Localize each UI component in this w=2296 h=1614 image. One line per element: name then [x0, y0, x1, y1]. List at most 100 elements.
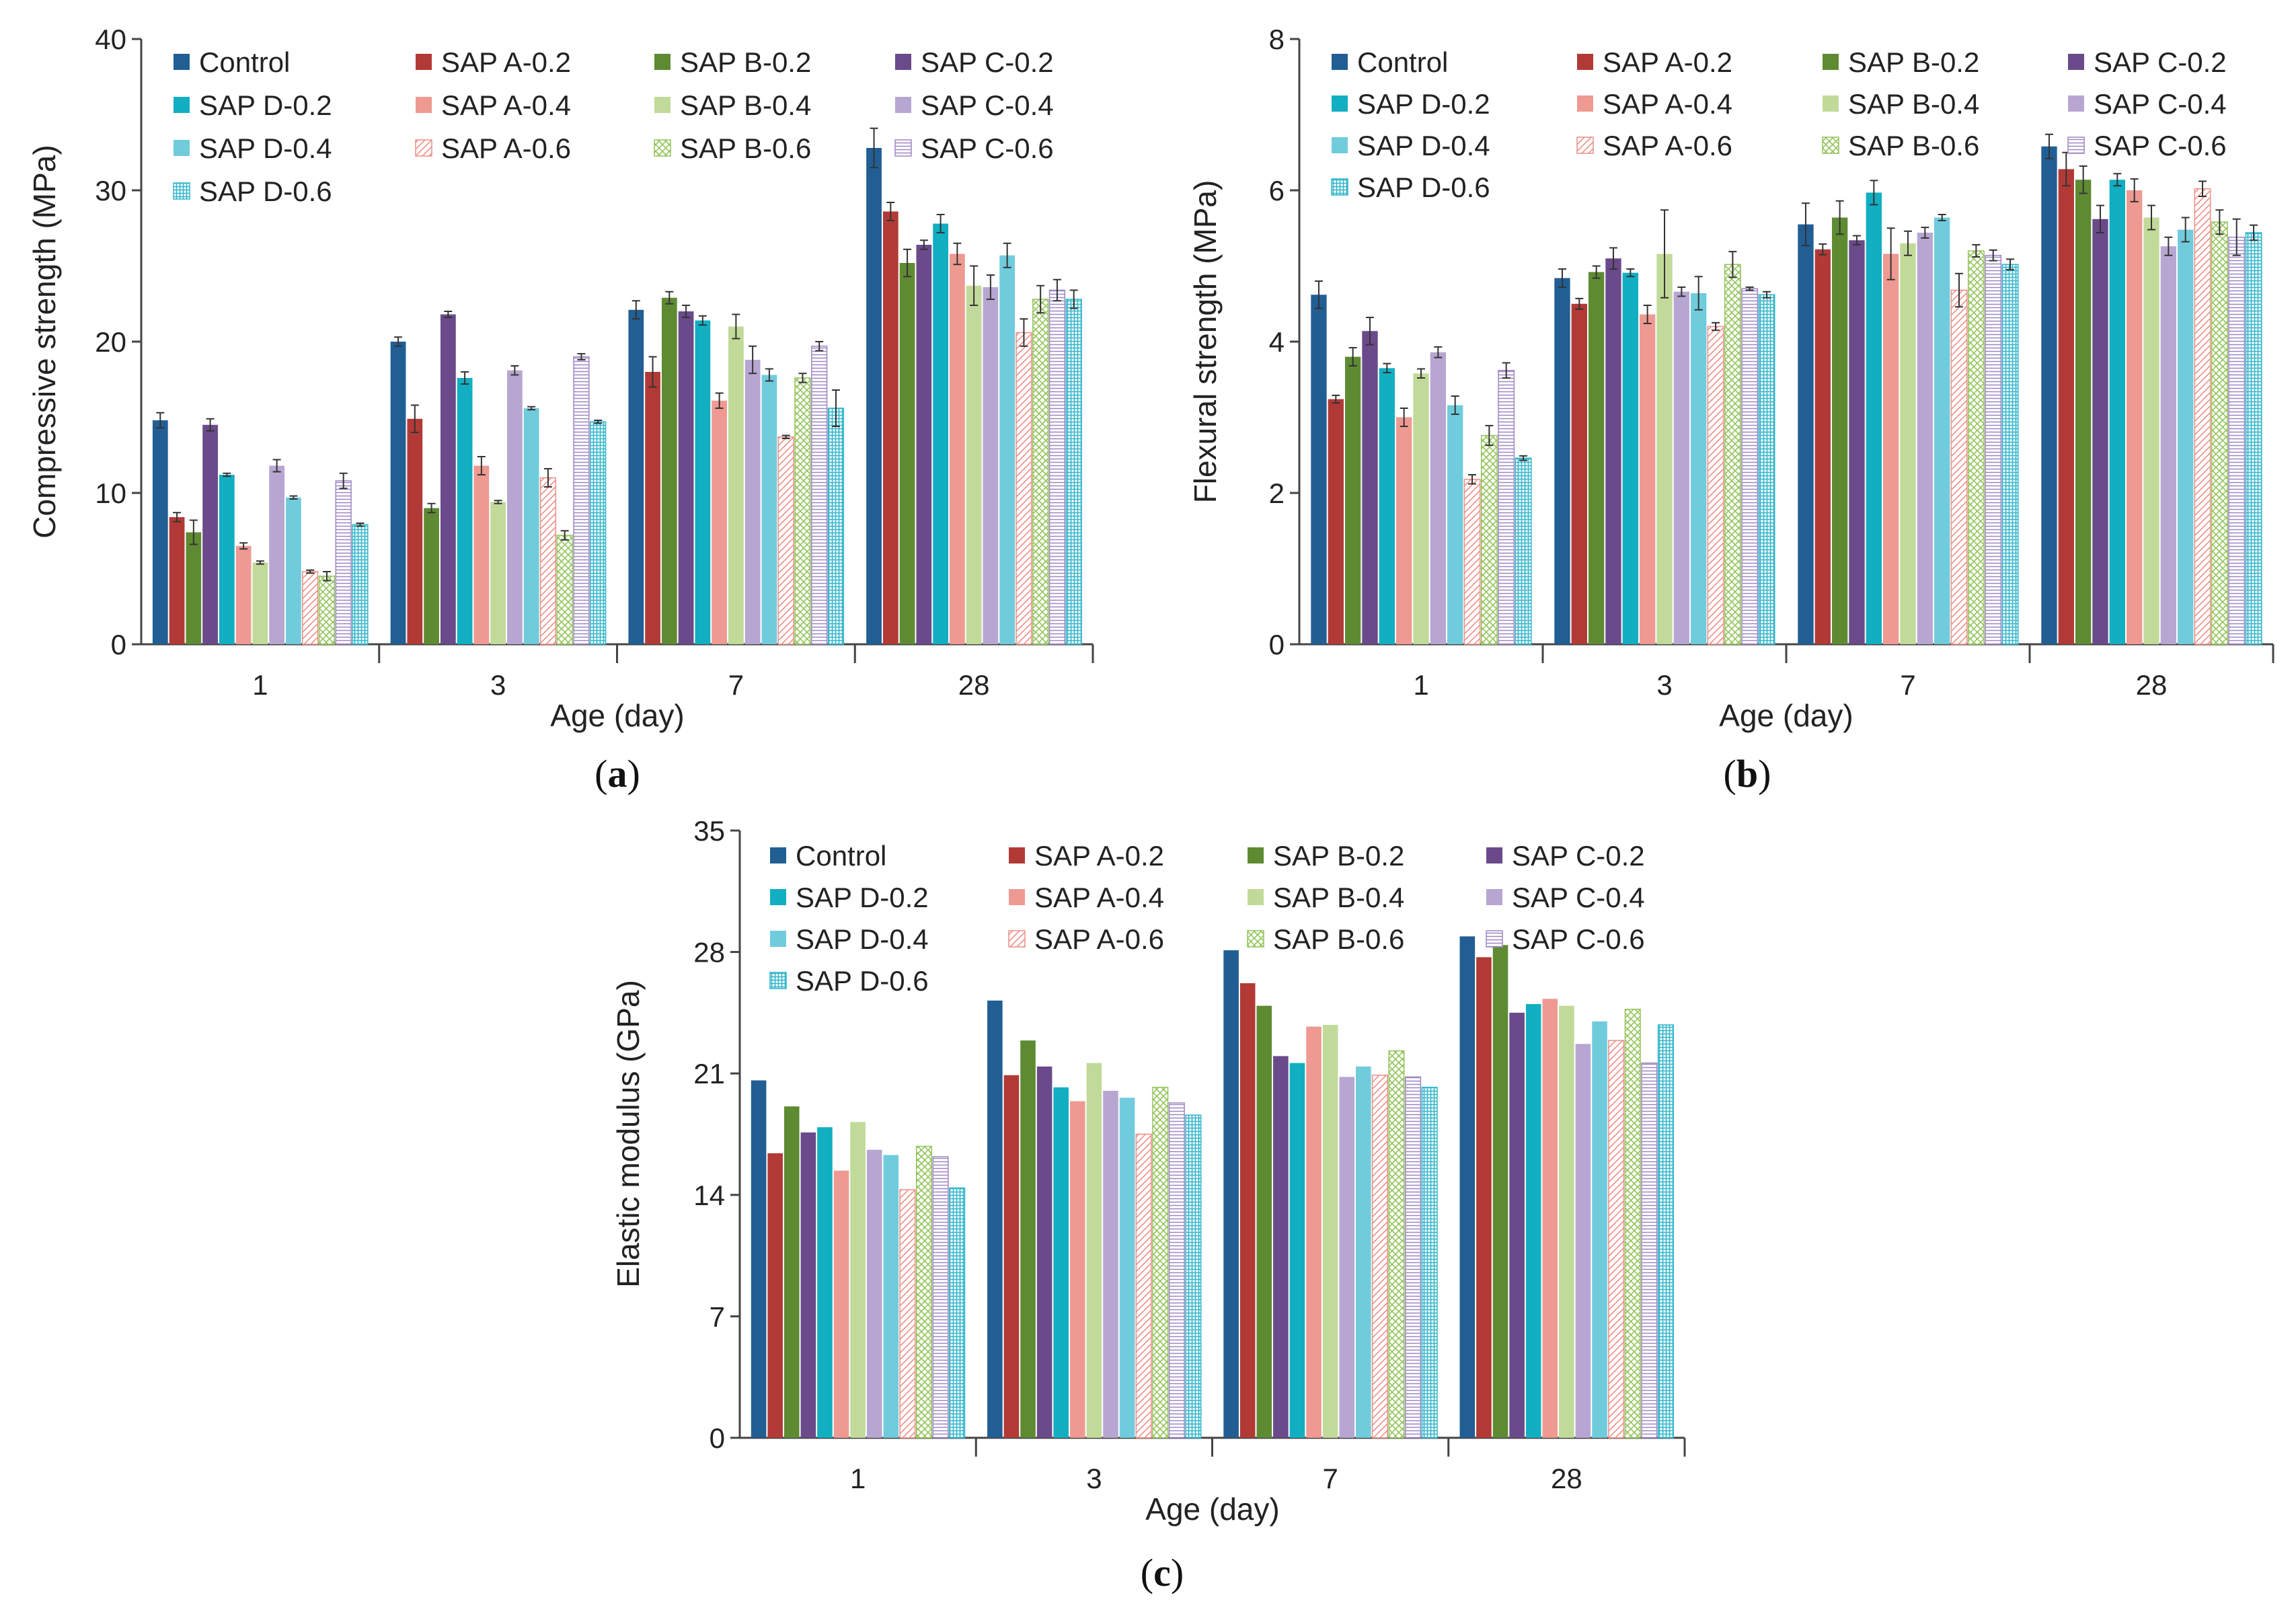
bar-sap-d-0-4-day-7 — [1356, 1066, 1371, 1438]
legend-label-control: Control — [1357, 46, 1448, 78]
bar-sap-d-0-6-day-3 — [1185, 1114, 1202, 1438]
error-bar-sap-d-0-4-day-1 — [289, 495, 298, 500]
bar-sap-d-0-4-day-28 — [999, 255, 1016, 644]
legend-label-sap-d-0-2: SAP D-0.2 — [1357, 88, 1490, 120]
panel-a-compressive-strength: 0 10 20 30 40 1 3 7 28 Control SAP A-0.2 SAP B-0.… — [27, 24, 1094, 796]
bar-control-day-7 — [1223, 950, 1239, 1438]
bar-sap-a-0-4-day-7 — [1306, 1026, 1322, 1438]
bar-sap-b-0-2-day-28 — [899, 263, 915, 644]
legend-swatch-sap-d-0-6 — [769, 972, 787, 989]
panel-caption: (a) — [595, 752, 640, 796]
legend-label-sap-b-0-6: SAP B-0.6 — [680, 132, 811, 164]
error-bar-sap-a-0-2-day-3 — [1575, 297, 1584, 310]
legend-swatch-sap-a-0-4 — [416, 97, 432, 113]
legend-swatch-sap-b-0-2 — [1248, 847, 1264, 863]
legend-swatch-sap-a-0-2 — [1009, 847, 1025, 863]
bar-sap-b-0-4-day-7 — [1900, 243, 1916, 644]
error-bar-sap-c-0-6-day-7 — [815, 341, 824, 352]
bar-sap-b-0-4-day-28 — [2143, 217, 2159, 644]
legend-swatch-control — [770, 847, 786, 863]
legend-swatch-sap-a-0-4 — [1009, 889, 1025, 905]
bar-sap-a-0-4-day-7 — [712, 400, 727, 644]
bar-sap-c-0-2-day-7 — [1849, 240, 1865, 644]
bar-sap-c-0-2-day-3 — [1036, 1066, 1053, 1438]
error-bar-sap-a-0-4-day-1 — [1400, 408, 1408, 427]
error-bar-control-day-1 — [156, 412, 165, 429]
y-tick-label: 10 — [95, 477, 126, 509]
bar-control-day-3 — [1554, 278, 1570, 644]
error-bar-sap-d-0-4-day-1 — [1451, 395, 1459, 415]
error-bar-sap-d-0-6-day-1 — [356, 523, 365, 527]
bar-sap-b-0-2-day-7 — [1256, 1005, 1272, 1438]
x-category-labels: 1 3 7 28 — [1413, 644, 2274, 701]
bar-sap-d-0-4-day-3 — [1691, 293, 1707, 644]
x-category-label: 7 — [1900, 669, 1915, 701]
bar-sap-b-0-2-day-3 — [1020, 1040, 1036, 1438]
legend-label-sap-d-0-6: SAP D-0.6 — [199, 176, 332, 207]
error-bar-sap-a-0-2-day-1 — [173, 512, 182, 523]
y-tick-label: 0 — [710, 1422, 725, 1454]
legend-swatch-sap-d-0-4 — [1332, 137, 1348, 153]
legend-label-sap-a-0-4: SAP A-0.4 — [1603, 88, 1732, 120]
error-bar-sap-d-0-6-day-28 — [1069, 289, 1078, 309]
legend-label-sap-c-0-6: SAP C-0.6 — [2094, 130, 2227, 161]
legend-swatch-sap-c-0-4 — [1486, 889, 1502, 905]
error-bar-sap-c-0-4-day-7 — [1921, 227, 1929, 239]
x-category-label: 3 — [1656, 669, 1672, 701]
bar-sap-b-0-6-day-1 — [1480, 434, 1498, 645]
y-tick-label: 35 — [693, 815, 725, 847]
bar-sap-b-0-6-day-28 — [1032, 299, 1049, 645]
legend-label-sap-d-0-4: SAP D-0.4 — [1357, 130, 1490, 161]
error-bar-sap-c-0-6-day-3 — [1745, 286, 1754, 291]
error-bar-sap-c-0-2-day-3 — [1609, 247, 1617, 270]
y-tick-label: 2 — [1269, 477, 1285, 509]
error-bar-sap-c-0-4-day-3 — [510, 365, 519, 376]
bar-sap-b-0-4-day-3 — [490, 502, 506, 644]
legend-label-control: Control — [796, 840, 886, 872]
error-bar-sap-c-0-2-day-28 — [919, 239, 928, 250]
bar-sap-b-0-6-day-1 — [318, 576, 336, 645]
bar-sap-a-0-4-day-28 — [2126, 190, 2143, 644]
error-bar-control-day-3 — [394, 336, 403, 347]
error-bar-sap-d-0-4-day-7 — [765, 368, 773, 382]
error-bar-sap-c-0-6-day-28 — [1053, 278, 1061, 302]
error-bar-sap-c-0-4-day-1 — [272, 459, 281, 473]
error-bar-sap-a-0-4-day-1 — [239, 542, 248, 550]
legend: Control SAP A-0.2 SAP B-0.2 SAP C-0.2 SAP D-… — [1331, 46, 2227, 203]
legend-label-sap-a-0-2: SAP A-0.2 — [1034, 840, 1164, 872]
legend-swatch-sap-d-0-2 — [1332, 95, 1348, 112]
bar-sap-c-0-6-day-7 — [1405, 1076, 1422, 1438]
bar-sap-b-0-6-day-28 — [2211, 221, 2228, 645]
x-category-label: 3 — [490, 669, 506, 701]
bar-sap-b-0-4-day-7 — [728, 326, 744, 644]
bar-sap-c-0-6-day-1 — [1498, 370, 1515, 645]
bar-sap-b-0-2-day-1 — [1344, 356, 1361, 644]
bar-control-day-7 — [1798, 224, 1814, 644]
bar-sap-b-0-4-day-3 — [1656, 254, 1673, 644]
bar-sap-c-0-4-day-3 — [1673, 291, 1690, 644]
error-bar-control-day-28 — [870, 127, 878, 169]
y-tick-labels: 0 7 14 21 28 35 — [693, 815, 740, 1454]
legend-label-sap-d-0-4: SAP D-0.4 — [199, 132, 332, 164]
bar-sap-d-0-2-day-1 — [1379, 368, 1395, 644]
error-bar-sap-d-0-6-day-3 — [1763, 291, 1771, 299]
legend-swatch-sap-b-0-4 — [654, 97, 671, 113]
legend-swatch-sap-c-0-6 — [2067, 137, 2085, 154]
error-bar-sap-d-0-2-day-7 — [698, 315, 707, 326]
x-category-label: 1 — [1413, 669, 1428, 701]
bar-sap-a-0-6-day-1 — [899, 1189, 916, 1438]
legend-swatch-sap-a-0-2 — [416, 54, 432, 70]
error-bar-sap-b-0-2-day-7 — [1835, 200, 1844, 235]
legend-swatch-sap-a-0-6 — [1576, 137, 1594, 154]
bar-control-day-3 — [987, 1000, 1003, 1438]
error-bar-sap-c-0-2-day-1 — [206, 418, 215, 432]
y-tick-label: 20 — [95, 326, 126, 358]
error-bar-sap-a-0-6-day-1 — [306, 569, 315, 574]
bar-sap-c-0-6-day-1 — [932, 1156, 949, 1438]
bar-sap-b-0-6-day-3 — [556, 535, 573, 645]
bar-sap-d-0-6-day-28 — [1065, 299, 1082, 645]
error-bar-sap-b-0-6-day-3 — [1728, 251, 1737, 278]
bars-group — [152, 127, 1082, 645]
error-bar-sap-a-0-6-day-1 — [1468, 474, 1477, 485]
y-tick-labels: 0 2 4 6 8 — [1269, 24, 1299, 660]
